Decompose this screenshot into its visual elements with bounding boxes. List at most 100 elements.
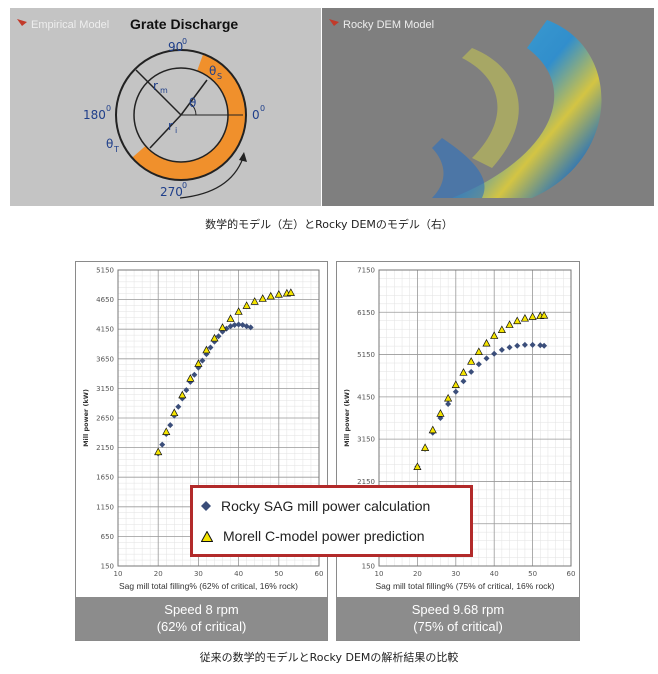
angle-90-label: 90 [168,40,183,54]
rocky-data-point [521,341,528,348]
y-tick-label: 150 [101,563,114,571]
y-tick-label: 650 [101,533,114,541]
morell-data-point [513,316,522,325]
arrow-head [239,152,247,162]
morell-data-point [540,311,549,319]
morell-data-point [474,347,483,355]
speed-label: Speed 8 rpm [164,602,239,617]
empirical-model-panel: Empirical Model Grate Discharge 90 0 180… [10,8,321,206]
morell-data-point [428,425,437,434]
morell-data-point [218,323,227,331]
y-tick-label: 7150 [357,267,375,275]
rocky-data-point [475,361,482,368]
x-tick-label: 20 [154,570,163,578]
y-tick-label: 3650 [96,355,114,363]
morell-data-point [413,462,422,470]
y-tick-label: 1650 [96,474,114,482]
x-tick-label: 20 [413,570,422,578]
morell-data-point [286,288,295,296]
chart-legend: Rocky SAG mill power calculation Morell … [190,485,473,557]
rocky-data-point [219,328,226,335]
theta-arc [190,103,197,116]
y-axis-label: Mill power (kW) [82,389,90,447]
x-axis-label: Sag mill total filling% (75% of critical… [375,581,554,591]
rotation-arrow [179,157,244,199]
rocky-data-point [529,341,536,348]
y-axis-label: Mill power (kW) [343,389,351,447]
rm-label: r [153,79,158,93]
y-tick-label: 2650 [96,415,114,423]
play-icon [17,19,27,26]
angle-0-label: 0 [252,108,260,122]
morell-data-point [444,393,453,402]
particle-bed [452,20,602,198]
critical-label: (62% of critical) [156,619,247,634]
angle-180-label: 180 [83,108,106,122]
rocky-data-point [207,344,214,351]
x-tick-label: 10 [375,570,384,578]
legend-label-rocky: Rocky SAG mill power calculation [221,498,431,514]
radius-ri [149,114,182,149]
rocky-dem-panel: Rocky DEM Model [322,8,654,206]
theta-t-label: θ [106,137,113,151]
y-tick-label: 5150 [96,267,114,275]
y-tick-label: 4150 [96,326,114,334]
speed-box: Speed 8 rpm (62% of critical) [76,597,327,640]
y-tick-label: 4150 [357,393,375,401]
theta-t-sub: T [113,145,119,154]
rocky-data-point [191,371,198,378]
rocky-data-point [541,342,548,349]
bottom-caption: 従来の数学的モデルとRocky DEMの解析結果の比較 [199,651,459,664]
top-caption: 数学的モデル（左）とRocky DEMのモデル（右） [205,218,453,231]
x-tick-label: 60 [567,570,576,578]
diagram-title: Grate Discharge [130,16,238,32]
morell-data-point [170,408,179,417]
morell-data-point [497,325,506,333]
radius-line [180,79,208,116]
theta-s-sub: S [217,72,222,81]
rocky-data-point [537,342,544,349]
x-tick-label: 30 [194,570,203,578]
angle-270-label: 270 [160,185,183,199]
legend-item-rocky: Rocky SAG mill power calculation [201,496,430,516]
rocky-data-point [215,333,222,340]
rocky-data-point [199,357,206,364]
morell-data-point [266,291,275,300]
rocky-data-point [452,388,459,395]
triangle-marker-icon [201,530,213,542]
x-tick-label: 40 [234,570,243,578]
speed-box: Speed 9.68 rpm (75% of critical) [337,597,579,640]
rocky-data-point [179,395,186,402]
rocky-data-point [514,342,521,349]
morell-data-point [274,290,283,298]
plot-frame [117,269,320,567]
x-tick-label: 10 [114,570,123,578]
rocky-data-point [203,351,210,358]
morell-data-point [250,297,259,305]
morell-data-point [459,368,468,376]
deg-sign: 0 [182,37,187,46]
morell-data-point [420,443,430,451]
rm-sub: m [160,86,168,95]
morell-data-point [162,427,171,435]
morell-data-point [210,333,219,342]
rocky-data-point [460,378,467,385]
dem-particle-image: Rocky DEM Model [329,19,602,198]
mill-outer-circle [115,49,247,181]
morell-data-point [520,313,530,322]
rocky-data-point [227,323,234,330]
morell-data-point [467,357,476,365]
rocky-data-point [175,403,182,410]
deg-sign: 0 [260,104,265,113]
morell-data-point [482,338,491,347]
deg-sign: 0 [106,104,111,113]
morell-data-point [186,374,195,382]
morell-data-point [194,359,203,367]
rocky-data-point [491,350,498,357]
plot-frame [378,269,572,567]
morell-data-point [234,307,243,315]
y-tick-label: 4650 [96,296,114,304]
rocky-data-point [231,322,238,329]
y-tick-label: 5150 [357,351,375,359]
chart-968rpm: 1020304050601501150215031504150515061507… [336,261,580,641]
